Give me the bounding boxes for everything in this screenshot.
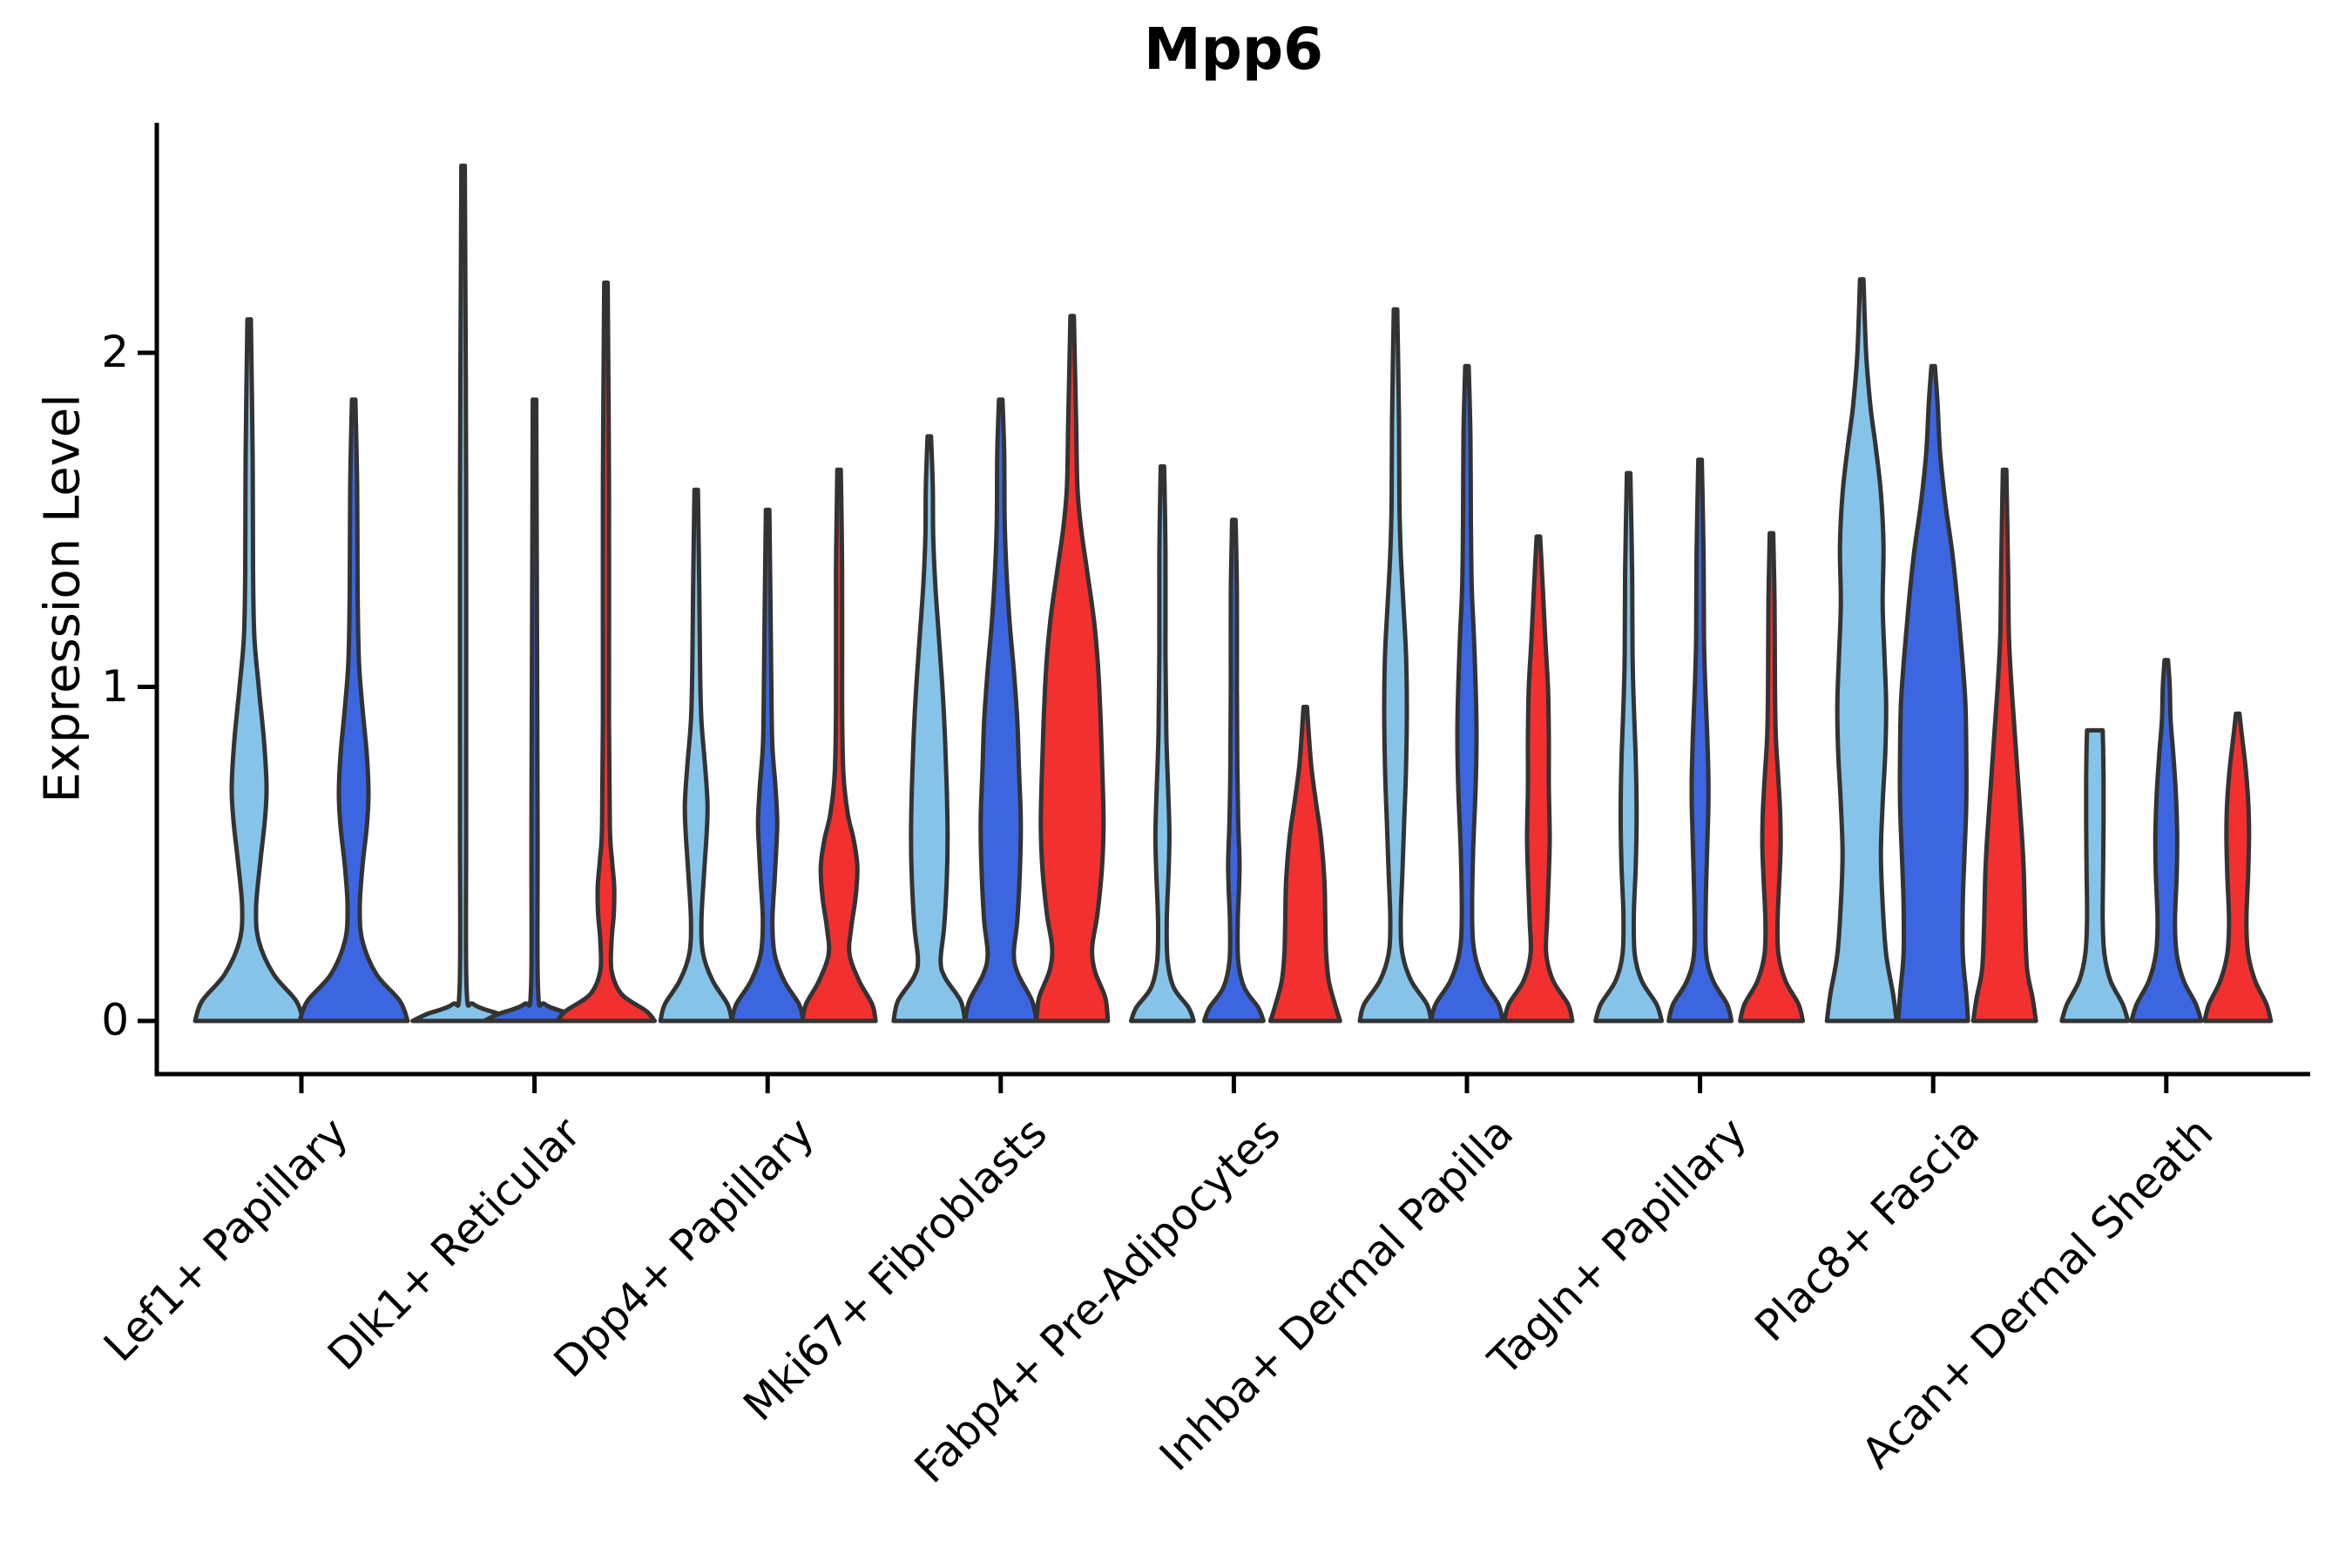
violin-fabp4-pre-adipocytes-s2 xyxy=(1201,517,1266,1024)
violin-dpp4-papillary-s1 xyxy=(658,487,734,1024)
violin-inhba-dermal-papilla-s1 xyxy=(1357,307,1434,1024)
violin-inhba-dermal-papilla-s3 xyxy=(1502,534,1575,1024)
violin-mki67-fibroblasts-s1 xyxy=(891,434,968,1024)
y-tick-label: 1 xyxy=(101,660,129,712)
violin-plac8-fascia-s2 xyxy=(1896,363,1970,1024)
violin-dlk1-reticular-s2 xyxy=(482,397,588,1024)
violin-inhba-dermal-papilla-s2 xyxy=(1429,363,1505,1024)
violin-lef1-papillary-s2 xyxy=(297,397,410,1024)
violin-plac8-fascia-s3 xyxy=(1970,467,2038,1024)
y-tick-label: 2 xyxy=(101,327,129,377)
violin-mki67-fibroblasts-s3 xyxy=(1034,314,1111,1024)
violin-tagln-papillary-s3 xyxy=(1738,531,1806,1024)
violin-tagln-papillary-s1 xyxy=(1593,470,1665,1024)
violin-dpp4-papillary-s2 xyxy=(729,507,806,1024)
violin-acan-dermal-sheath-s1 xyxy=(2059,727,2131,1024)
y-tick-label: 0 xyxy=(101,995,129,1045)
y-axis-title: Expression Level xyxy=(34,394,91,803)
violin-fabp4-pre-adipocytes-s1 xyxy=(1128,463,1196,1024)
violin-acan-dermal-sheath-s3 xyxy=(2202,711,2274,1024)
violin-dlk1-reticular-s1 xyxy=(410,163,517,1024)
violin-fabp4-pre-adipocytes-s3 xyxy=(1267,705,1342,1024)
violin-mki67-fibroblasts-s2 xyxy=(963,397,1039,1024)
violin-dpp4-papillary-s3 xyxy=(800,467,878,1024)
violin-plac8-fascia-s1 xyxy=(1824,277,1899,1024)
violin-tagln-papillary-s2 xyxy=(1666,457,1734,1024)
violin-acan-dermal-sheath-s2 xyxy=(2129,658,2204,1024)
violin-dlk1-reticular-s3 xyxy=(555,280,658,1024)
chart-title: Mpp6 xyxy=(1143,16,1324,83)
violin-lef1-papillary-s1 xyxy=(193,317,306,1024)
